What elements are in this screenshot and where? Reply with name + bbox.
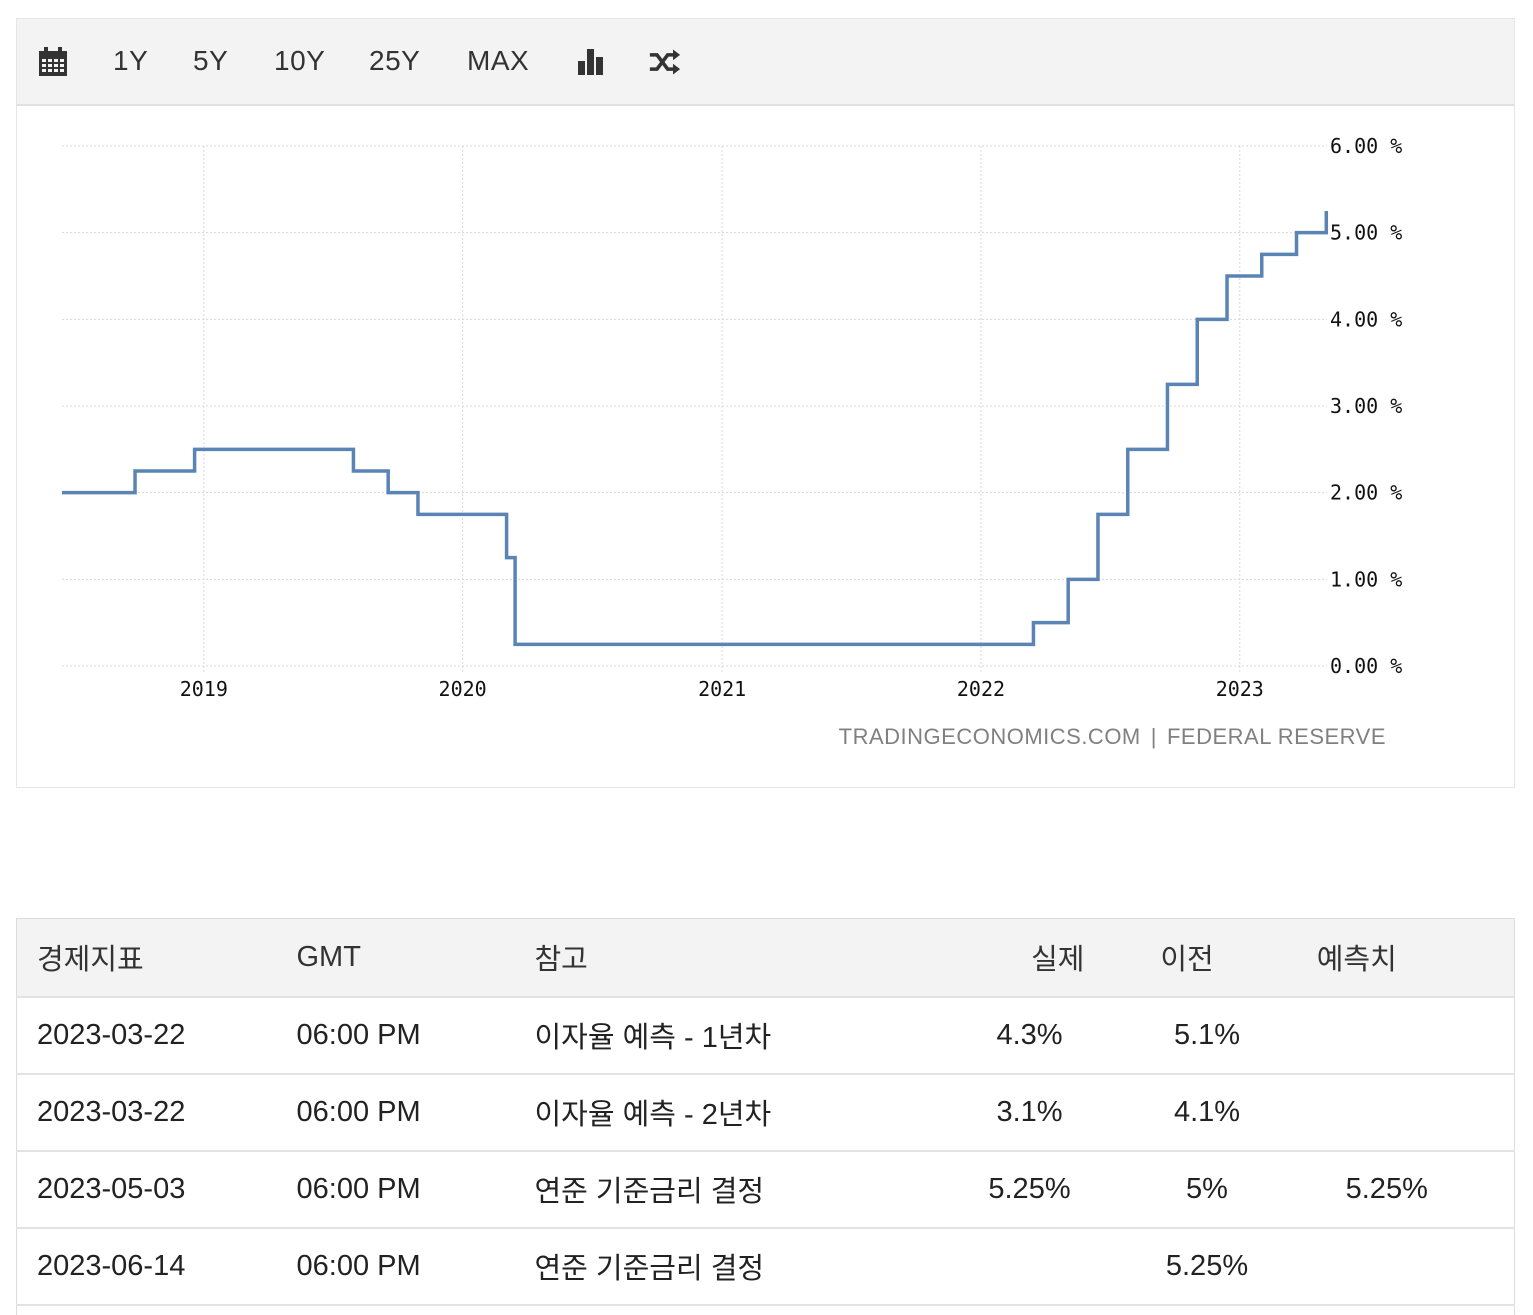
range-5y-button[interactable]: 5Y (193, 45, 229, 76)
cell-previous: 5% (1186, 1172, 1228, 1205)
calendar-table-wrapper: 경제지표 GMT 참고 실제 이전 예측치 2023-03-22 06:00 P… (16, 918, 1515, 1315)
cell-forecast: 5.25% (1345, 1172, 1428, 1205)
table-row: 2023-03-22 06:00 PM 이자율 예측 - 1년차 4.3% 5.… (16, 996, 1515, 1074)
chart-source: TRADINGECONOMICS.COM | FEDERAL RESERVE (839, 724, 1386, 750)
table-row-partial (16, 1304, 1515, 1315)
cell-reference[interactable]: 이자율 예측 - 1년차 (534, 1022, 772, 1054)
header-gmt: GMT (296, 940, 361, 973)
cell-previous: 5.25% (1165, 1249, 1249, 1282)
table-row: 2023-06-14 06:00 PM 연준 기준금리 결정 5.25% (16, 1227, 1515, 1305)
calendar-icon[interactable] (37, 46, 69, 78)
cell-actual: 5.25% (988, 1172, 1071, 1205)
x-tick-label: 2023 (1216, 677, 1264, 701)
y-tick-label: 3.00 % (1330, 394, 1402, 418)
y-tick-label: 4.00 % (1330, 307, 1402, 331)
bar-chart-icon[interactable] (575, 46, 607, 78)
header-indicator: 경제지표 (37, 944, 144, 977)
table-row: 2023-05-03 06:00 PM 연준 기준금리 결정 5.25% 5% … (16, 1150, 1515, 1228)
cell-date: 2023-03-22 (37, 1095, 186, 1128)
source-site-link[interactable]: TRADINGECONOMICS.COM (838, 724, 1141, 749)
cell-date: 2023-03-22 (37, 1018, 186, 1051)
x-tick-label: 2022 (957, 677, 1005, 701)
x-tick-label: 2019 (180, 677, 228, 701)
y-tick-label: 6.00 % (1330, 134, 1402, 158)
source-provider-link[interactable]: FEDERAL RESERVE (1166, 724, 1386, 749)
cell-forecast (1290, 1228, 1515, 1305)
cell-previous: 5.1% (1173, 1018, 1241, 1051)
range-1y-button[interactable]: 1Y (113, 45, 149, 76)
shuffle-icon[interactable] (649, 46, 681, 78)
y-tick-label: 2.00 % (1330, 481, 1402, 505)
y-tick-label: 0.00 % (1330, 654, 1402, 678)
cell-actual: 3.1% (996, 1095, 1063, 1128)
header-forecast: 예측치 (1316, 944, 1397, 977)
header-reference: 참고 (534, 944, 588, 977)
x-tick-label: 2021 (698, 677, 746, 701)
chart-widget: 1Y 5Y 10Y 25Y MAX 0.00 % 1.00 % 2.00 % 3.00… (16, 18, 1515, 788)
cell-forecast (1290, 1074, 1515, 1151)
cell-actual: 4.3% (996, 1018, 1063, 1051)
range-25y-button[interactable]: 25Y (369, 45, 421, 76)
y-tick-label: 1.00 % (1330, 567, 1402, 591)
chart-plot-area: 0.00 % 1.00 % 2.00 % 3.00 % 4.00 % 5.00 % 6.00… (17, 106, 1514, 787)
x-tick-label: 2020 (439, 677, 487, 701)
cell-reference[interactable]: 연준 기준금리 결정 (534, 1253, 765, 1285)
chart-toolbar: 1Y 5Y 10Y 25Y MAX (17, 19, 1514, 106)
y-tick-label: 5.00 % (1330, 221, 1402, 245)
cell-date: 2023-05-03 (37, 1172, 186, 1205)
cell-actual (935, 1228, 1125, 1305)
header-previous: 이전 (1160, 944, 1214, 977)
range-10y-button[interactable]: 10Y (274, 45, 326, 76)
rate-series-line (62, 211, 1329, 647)
range-max-button[interactable]: MAX (467, 45, 530, 76)
cell-reference[interactable]: 이자율 예측 - 2년차 (534, 1099, 772, 1131)
table-header-row: 경제지표 GMT 참고 실제 이전 예측치 (16, 918, 1515, 997)
cell-time: 06:00 PM (296, 1018, 421, 1051)
cell-date: 2023-06-14 (37, 1249, 186, 1282)
source-separator: | (1150, 724, 1157, 749)
cell-previous: 4.1% (1173, 1095, 1241, 1128)
header-actual: 실제 (1031, 944, 1085, 977)
interest-rate-chart: 0.00 % 1.00 % 2.00 % 3.00 % 4.00 % 5.00 % 6.00… (62, 134, 1402, 701)
cell-time: 06:00 PM (296, 1095, 421, 1128)
cell-forecast (1290, 997, 1515, 1074)
table-row: 2023-03-22 06:00 PM 이자율 예측 - 2년차 3.1% 4.… (16, 1073, 1515, 1151)
calendar-table: 경제지표 GMT 참고 실제 이전 예측치 2023-03-22 06:00 P… (16, 918, 1515, 1315)
cell-time: 06:00 PM (296, 1249, 421, 1282)
cell-reference[interactable]: 연준 기준금리 결정 (534, 1176, 765, 1208)
cell-time: 06:00 PM (296, 1172, 421, 1205)
